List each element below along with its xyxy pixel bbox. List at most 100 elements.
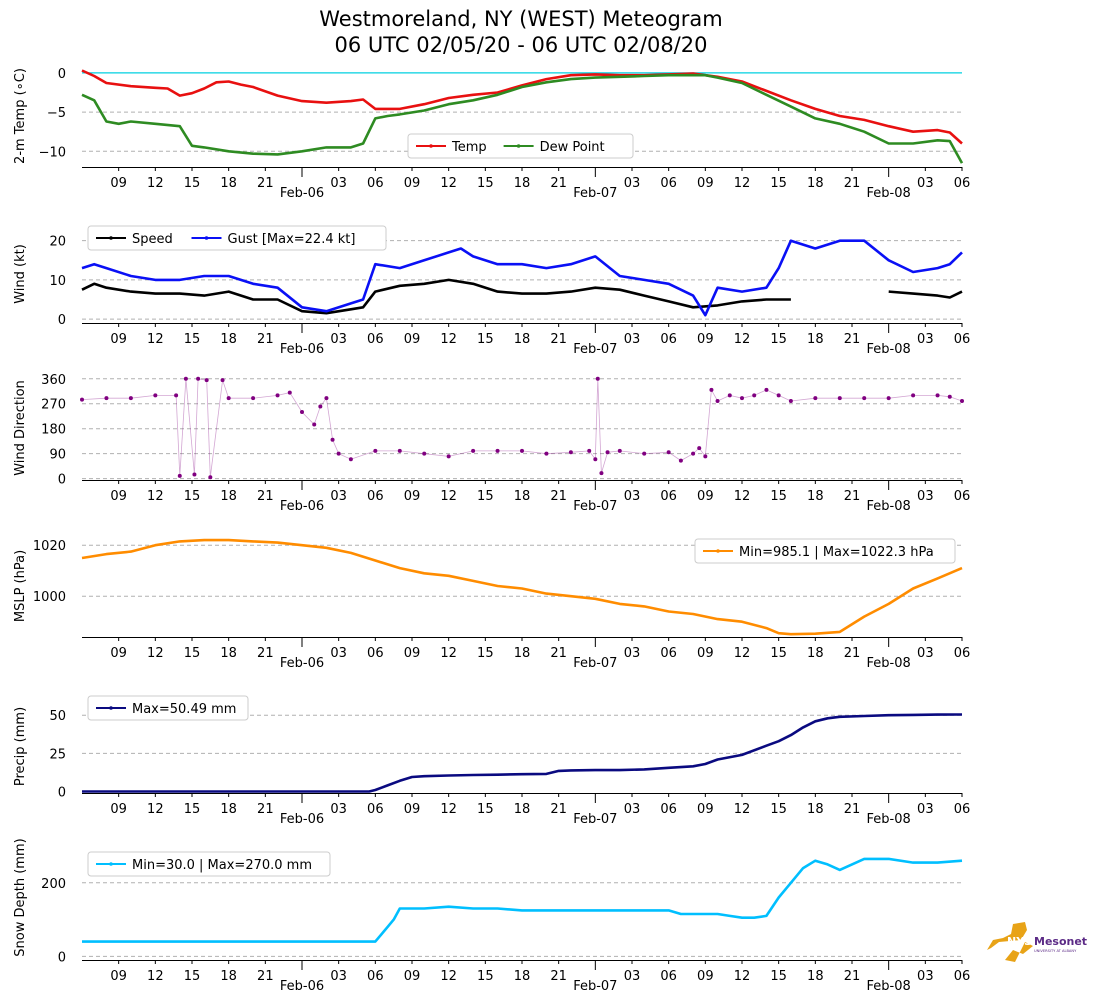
data-point [300,410,304,415]
data-point [446,454,451,459]
x-tick-label: 06 [954,489,971,504]
data-point [208,475,213,480]
data-point [752,393,757,398]
y-tick-label: 90 [49,448,66,463]
data-point [251,396,256,401]
x-tick-label: 21 [550,332,567,347]
y-tick-label: 10 [49,274,66,289]
date-label: Feb-08 [867,186,911,201]
data-point [177,473,182,478]
x-tick-label: 18 [807,646,824,661]
x-tick-label: 18 [807,969,824,984]
x-tick-label: 15 [477,969,494,984]
x-tick-label: 15 [477,646,494,661]
x-tick-label: 21 [550,176,567,191]
x-tick-label: 18 [514,332,531,347]
x-tick-label: 21 [844,646,861,661]
date-label: Feb-06 [280,979,324,994]
x-tick-label: 06 [954,802,971,817]
x-tick-label: 09 [404,969,421,984]
legend-label: Gust [Max=22.4 kt] [228,232,356,247]
data-point [192,472,197,477]
data-point [495,448,500,453]
data-point [862,396,867,401]
data-point [642,451,647,456]
data-point [330,437,335,442]
y-tick-label: 0 [58,950,66,965]
x-tick-label: 15 [477,802,494,817]
data-point [318,404,323,409]
data-point [947,394,952,399]
data-point [911,393,916,398]
x-tick-label: 03 [624,332,641,347]
x-tick-label: 06 [660,969,677,984]
x-tick-label: 06 [954,646,971,661]
y-tick-label: 1020 [33,539,66,554]
x-tick-label: 09 [110,332,127,347]
data-point [837,396,842,401]
x-tick-label: 12 [734,802,751,817]
x-tick-label: 09 [404,646,421,661]
data-point [544,451,549,456]
data-point [960,398,964,403]
data-point [727,393,732,398]
y-tick-label: −10 [39,145,66,160]
x-tick-label: 18 [220,969,237,984]
x-tick-label: 03 [624,646,641,661]
x-tick-label: 15 [184,332,201,347]
x-tick-label: 03 [624,802,641,817]
x-tick-label: 18 [220,332,237,347]
x-tick-label: 03 [917,802,934,817]
x-tick-label: 09 [110,646,127,661]
data-point [697,446,702,451]
panel-temp: 09 12 15 18 21 03 06 09 12 15 18 21 03 06 09 12 15 18 21 03… [13,67,970,201]
data-point [886,396,891,401]
legend-marker [109,706,113,710]
y-tick-label: 0 [58,67,66,82]
y-tick-label: 360 [41,373,66,388]
x-tick-label: 06 [954,332,971,347]
x-tick-label: 15 [770,332,787,347]
data-point [788,398,793,403]
data-point [593,457,598,462]
legend-label: Min=30.0 | Max=270.0 mm [132,858,312,873]
x-tick-label: 15 [184,646,201,661]
logo-mesonet-text: Mesonet [1034,935,1087,948]
x-tick-label: 15 [477,332,494,347]
date-label: Feb-06 [280,342,324,357]
x-tick-label: 12 [734,332,751,347]
legend-label: Speed [132,232,173,247]
legend-marker [109,862,113,866]
x-tick-label: 21 [257,176,274,191]
series-line-min=985.1 [81,538,963,636]
date-label: Feb-07 [573,499,617,514]
x-tick-label: 03 [624,176,641,191]
x-tick-label: 12 [147,176,164,191]
y-axis-label: Wind (kt) [13,244,28,304]
x-tick-label: 18 [514,489,531,504]
x-tick-label: 09 [110,802,127,817]
data-point [183,376,188,381]
x-tick-label: 06 [660,489,677,504]
data-point [520,448,524,453]
data-point [813,396,818,401]
x-tick-label: 18 [514,646,531,661]
x-tick-label: 21 [550,646,567,661]
x-tick-label: 15 [770,802,787,817]
legend: Speed Gust [Max=22.4 kt] [87,225,387,251]
data-point [703,454,708,459]
date-label: Feb-07 [573,812,617,827]
y-tick-label: 25 [49,747,66,762]
x-tick-label: 09 [404,489,421,504]
x-tick-label: 21 [844,489,861,504]
x-tick-label: 18 [220,176,237,191]
x-tick-label: 06 [660,802,677,817]
y-tick-label: 1000 [33,590,66,605]
date-label: Feb-06 [280,499,324,514]
y-tick-label: −5 [47,106,66,121]
legend: Min=985.1 | Max=1022.3 hPa [694,538,956,564]
x-tick-label: 21 [844,969,861,984]
date-label: Feb-08 [867,342,911,357]
x-tick-label: 03 [330,176,347,191]
x-tick-label: 09 [404,802,421,817]
